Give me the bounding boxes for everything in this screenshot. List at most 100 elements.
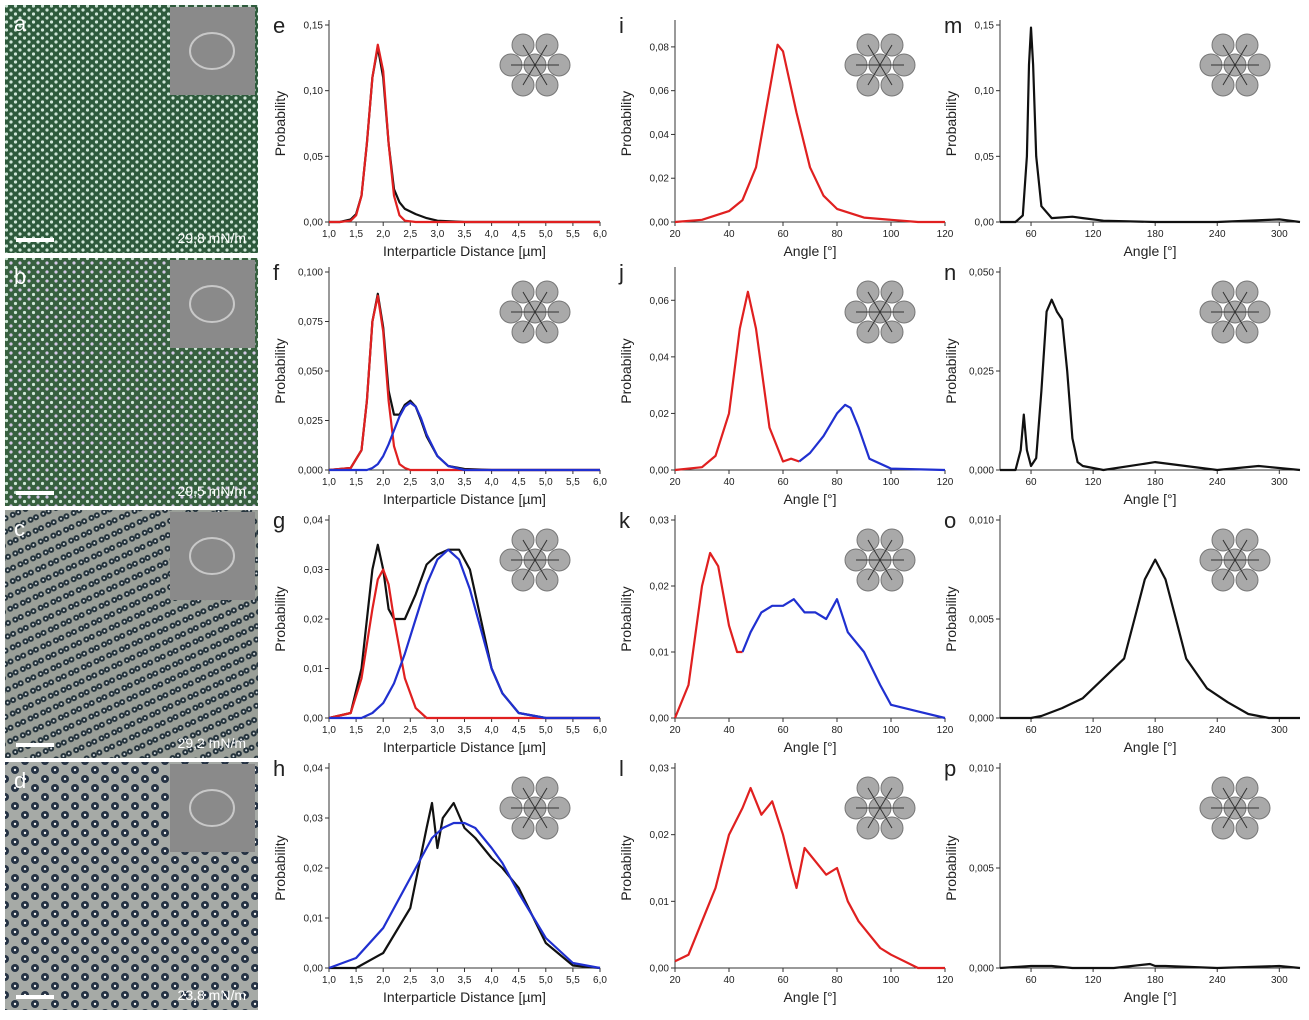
x-tick-label: 240 [1209, 725, 1226, 736]
y-tick-label: 0,005 [969, 864, 994, 875]
x-tick-label: 60 [1025, 725, 1037, 736]
x-tick-label: 240 [1209, 477, 1226, 488]
y-tick-label: 0,02 [304, 864, 324, 875]
fft-inset [170, 764, 255, 852]
panel-letter: o [944, 508, 956, 533]
y-axis-label: Probability [618, 338, 634, 403]
x-tick-label: 80 [831, 229, 843, 240]
chart-panel: o0,0000,0050,01060120180240300Angle [°]P… [943, 508, 1300, 755]
y-tick-label: 0,03 [650, 764, 670, 775]
x-axis-label: Angle [°] [783, 989, 836, 1005]
x-axis-label: Angle [°] [1123, 491, 1176, 507]
y-tick-label: 0,05 [975, 152, 995, 163]
x-tick-label: 3,5 [458, 725, 472, 736]
y-axis-label: Probability [943, 338, 959, 403]
surface-pressure: 29,5 mN/m [178, 483, 246, 499]
x-axis-label: Interparticle Distance [µm] [383, 491, 546, 507]
x-tick-label: 20 [669, 477, 681, 488]
y-tick-label: 0,15 [975, 21, 995, 32]
x-axis-label: Interparticle Distance [µm] [383, 243, 546, 259]
x-tick-label: 120 [1085, 725, 1102, 736]
y-axis-label: Probability [618, 91, 634, 156]
x-tick-label: 100 [883, 229, 900, 240]
y-tick-label: 0,10 [975, 86, 995, 97]
x-tick-label: 4,0 [485, 229, 499, 240]
x-tick-label: 40 [723, 975, 735, 986]
series-line [675, 292, 799, 470]
x-tick-label: 120 [937, 477, 954, 488]
x-tick-label: 5,5 [566, 477, 580, 488]
x-tick-label: 60 [777, 229, 789, 240]
y-tick-label: 0,02 [650, 830, 670, 841]
x-tick-label: 120 [1085, 975, 1102, 986]
y-tick-label: 0,02 [650, 409, 670, 420]
y-axis-label: Probability [943, 91, 959, 156]
x-tick-label: 80 [831, 477, 843, 488]
surface-pressure: 29,8 mN/m [178, 230, 246, 246]
panel-letter: h [273, 756, 285, 781]
x-axis-label: Interparticle Distance [µm] [383, 739, 546, 755]
x-tick-label: 120 [937, 975, 954, 986]
y-tick-label: 0,000 [969, 714, 994, 725]
y-tick-label: 0,000 [298, 466, 323, 477]
fft-inset [170, 512, 255, 600]
y-tick-label: 0,000 [969, 466, 994, 477]
y-tick-label: 0,06 [650, 296, 670, 307]
panel-letter: j [618, 260, 624, 285]
y-tick-label: 0,00 [304, 218, 324, 229]
x-axis-label: Angle [°] [1123, 989, 1176, 1005]
y-tick-label: 0,02 [304, 615, 324, 626]
x-tick-label: 40 [723, 725, 735, 736]
y-tick-label: 0,03 [304, 814, 324, 825]
y-tick-label: 0,025 [298, 416, 323, 427]
x-tick-label: 6,0 [593, 975, 607, 986]
x-tick-label: 1,5 [349, 229, 363, 240]
x-tick-label: 4,0 [485, 725, 499, 736]
x-tick-label: 5,0 [539, 975, 553, 986]
x-tick-label: 3,0 [430, 477, 444, 488]
x-tick-label: 3,0 [430, 229, 444, 240]
y-tick-label: 0,010 [969, 764, 994, 775]
x-tick-label: 5,5 [566, 229, 580, 240]
scale-bar [16, 238, 54, 242]
x-tick-label: 2,5 [403, 975, 417, 986]
x-tick-label: 5,5 [566, 975, 580, 986]
series-line [329, 823, 600, 968]
surface-pressure: 29,2 mN/m [178, 735, 246, 751]
series-line [329, 403, 600, 470]
x-tick-label: 300 [1271, 477, 1288, 488]
y-tick-label: 0,03 [650, 516, 670, 527]
y-tick-label: 0,050 [298, 367, 323, 378]
chart-panel: m0,000,050,100,1560120180240300Angle [°]… [943, 13, 1300, 259]
x-tick-label: 60 [777, 477, 789, 488]
y-axis-label: Probability [618, 835, 634, 900]
x-tick-label: 1,0 [322, 975, 336, 986]
chart-panel: n0,0000,0250,05060120180240300Angle [°]P… [943, 260, 1300, 507]
y-tick-label: 0,10 [304, 86, 324, 97]
y-tick-label: 0,15 [304, 21, 324, 32]
panel-letter: c [14, 516, 25, 541]
x-tick-label: 1,0 [322, 477, 336, 488]
x-tick-label: 1,0 [322, 229, 336, 240]
y-tick-label: 0,100 [298, 268, 323, 279]
y-tick-label: 0,01 [304, 664, 324, 675]
x-axis-label: Angle [°] [1123, 739, 1176, 755]
y-tick-label: 0,08 [650, 42, 670, 53]
x-tick-label: 1,5 [349, 477, 363, 488]
y-axis-label: Probability [943, 586, 959, 651]
y-axis-label: Probability [618, 586, 634, 651]
y-tick-label: 0,04 [304, 516, 324, 527]
x-tick-label: 60 [1025, 477, 1037, 488]
x-tick-label: 120 [1085, 229, 1102, 240]
x-tick-label: 6,0 [593, 725, 607, 736]
panel-letter: g [273, 508, 285, 533]
chart-panel: g0,000,010,020,030,041,01,52,02,53,03,54… [272, 508, 607, 755]
series-line [329, 550, 600, 718]
x-tick-label: 3,5 [458, 477, 472, 488]
x-tick-label: 1,5 [349, 975, 363, 986]
panel-letter: b [14, 264, 26, 289]
y-tick-label: 0,00 [304, 714, 324, 725]
